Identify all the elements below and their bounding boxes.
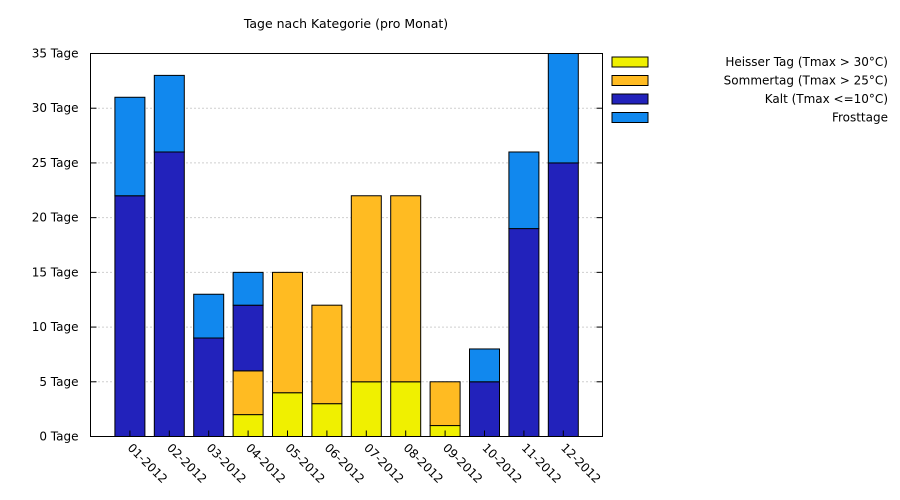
bar-segment bbox=[311, 304, 343, 405]
y-tick-label: 5 Tage bbox=[39, 375, 78, 389]
legend-swatch bbox=[611, 93, 649, 105]
legend-label: Heisser Tag (Tmax > 30°C) bbox=[725, 55, 888, 69]
bar-segment bbox=[390, 381, 422, 437]
bar-segment bbox=[350, 195, 382, 383]
y-tick-label: 15 Tage bbox=[32, 265, 79, 279]
x-tick-label: 09-2012 bbox=[440, 441, 485, 486]
y-tick-label: 35 Tage bbox=[32, 47, 79, 61]
y-tick-label: 0 Tage bbox=[39, 430, 78, 444]
bar-segment bbox=[429, 381, 461, 427]
x-tick-label: 02-2012 bbox=[164, 441, 209, 486]
bar-segment bbox=[390, 195, 422, 383]
bar-segment bbox=[114, 195, 146, 437]
y-tick-label: 20 Tage bbox=[32, 211, 79, 225]
x-tick-label: 07-2012 bbox=[361, 441, 406, 486]
bar-segment bbox=[232, 370, 264, 416]
x-tick-label: 08-2012 bbox=[401, 441, 446, 486]
x-tick-label: 12-2012 bbox=[558, 441, 603, 486]
x-tick-label: 04-2012 bbox=[243, 441, 288, 486]
bar-segment bbox=[547, 162, 579, 438]
plot-area-frame bbox=[90, 53, 603, 437]
x-tick-label: 01-2012 bbox=[125, 441, 170, 486]
bar-segment bbox=[193, 337, 225, 437]
x-tick-label: 06-2012 bbox=[322, 441, 367, 486]
x-tick-label: 11-2012 bbox=[519, 441, 564, 486]
bar-segment bbox=[469, 381, 500, 437]
bar-segment bbox=[508, 151, 540, 230]
legend-swatch bbox=[611, 112, 649, 123]
y-tick-label: 10 Tage bbox=[32, 320, 79, 334]
legend: Heisser Tag (Tmax > 30°C) Sommertag (Tmax… bbox=[611, 55, 888, 125]
bar-segment bbox=[153, 74, 185, 153]
x-tick-label: 10-2012 bbox=[479, 441, 524, 486]
bar-segment bbox=[114, 96, 146, 197]
legend-swatch bbox=[611, 56, 649, 68]
bar-segment bbox=[272, 271, 303, 394]
bar-segment bbox=[232, 271, 264, 306]
grid-lines bbox=[90, 107, 603, 383]
legend-label: Kalt (Tmax <=10°C) bbox=[765, 92, 888, 106]
bar-segment bbox=[193, 293, 225, 339]
legend-label: Frosttage bbox=[832, 111, 888, 125]
x-tick-label: 03-2012 bbox=[204, 441, 249, 486]
bar-segment bbox=[547, 53, 579, 164]
y-tick-label: 25 Tage bbox=[32, 156, 79, 170]
legend-swatch bbox=[611, 75, 649, 86]
bar-segment bbox=[469, 348, 500, 383]
bars bbox=[114, 53, 579, 438]
legend-label: Sommertag (Tmax > 25°C) bbox=[724, 74, 888, 88]
y-tick-label: 30 Tage bbox=[32, 101, 79, 115]
bar-segment bbox=[272, 392, 303, 438]
x-tick-label: 05-2012 bbox=[282, 441, 327, 486]
bar-segment bbox=[350, 381, 382, 437]
chart-title: Tage nach Kategorie (pro Monat) bbox=[243, 16, 449, 31]
bar-segment bbox=[153, 151, 185, 437]
bar-segment bbox=[508, 228, 540, 437]
y-axis: 0 Tage 5 Tage 10 Tage 15 Tage 20 Tage 25 Tage… bbox=[32, 47, 603, 444]
x-axis: 01-201202-201203-201204-201205-201206-20… bbox=[125, 430, 604, 486]
bar-segment bbox=[232, 304, 264, 372]
